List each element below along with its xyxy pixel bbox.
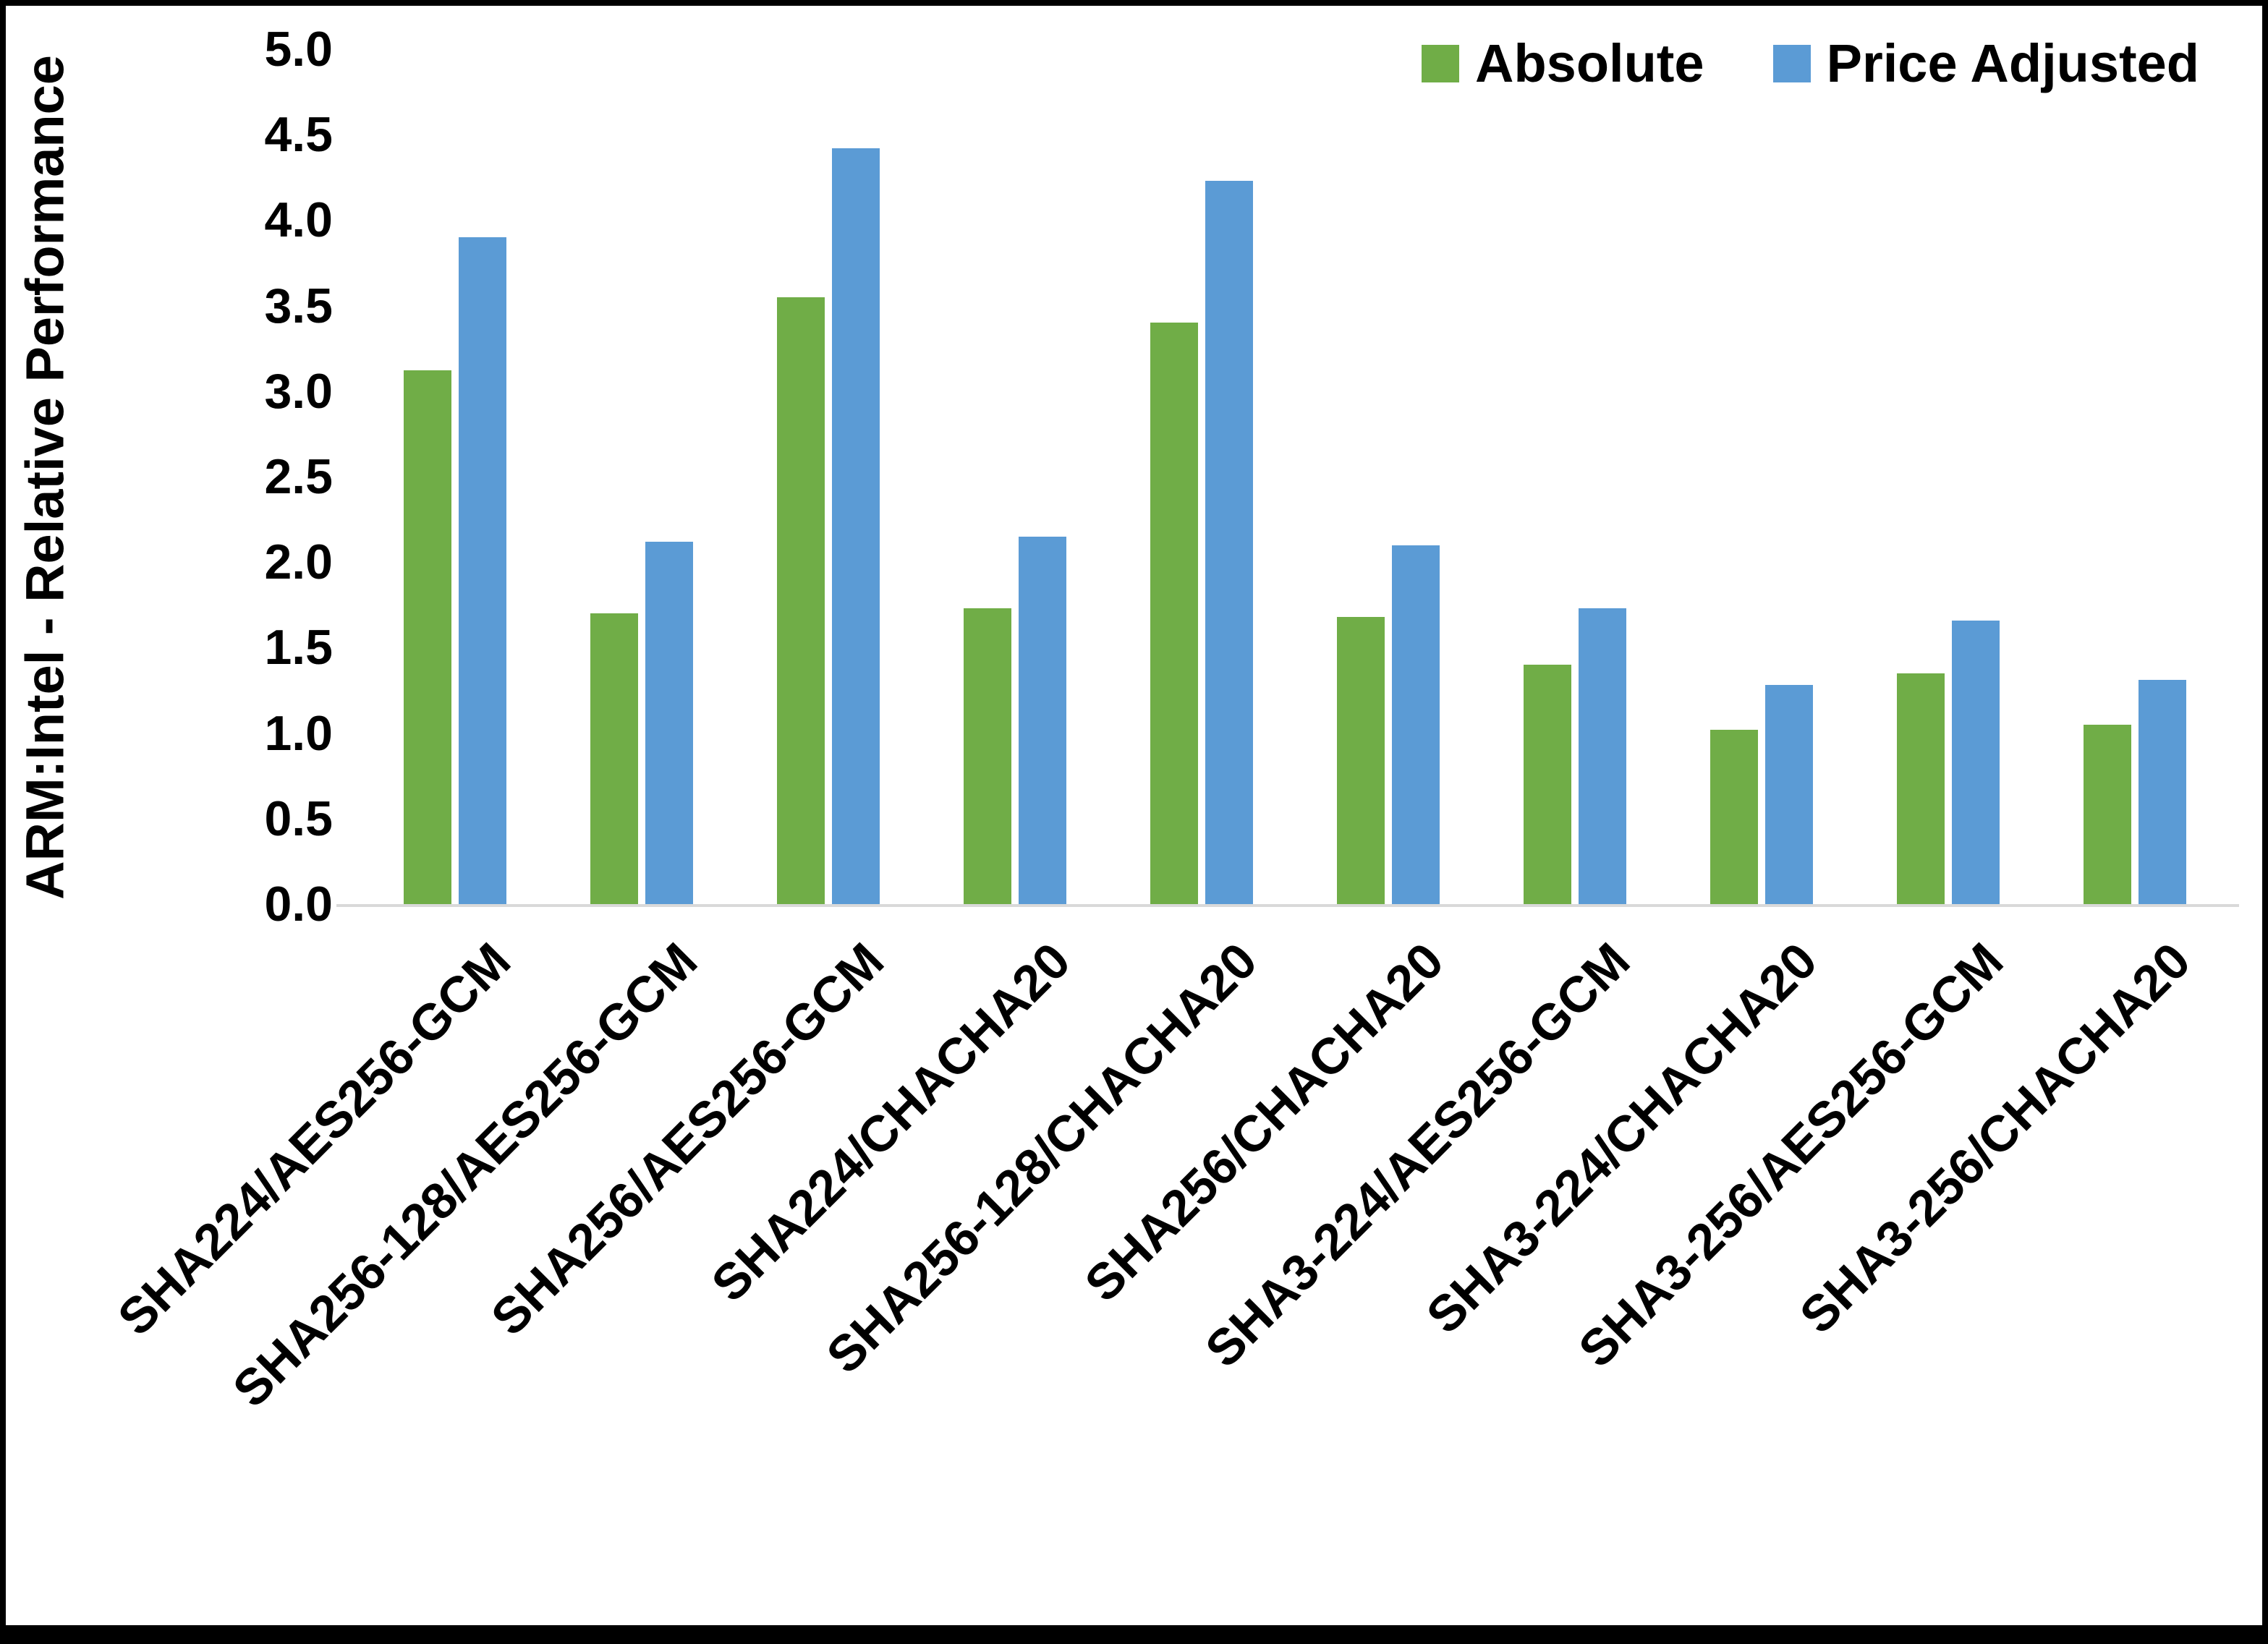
y-tick-label: 3.0: [264, 363, 333, 419]
bar-price-adjusted: [1952, 620, 2000, 904]
bar-absolute: [1150, 323, 1198, 904]
bar-price-adjusted: [459, 237, 506, 904]
bar-price-adjusted: [1019, 536, 1066, 904]
bar-price-adjusted: [1579, 608, 1626, 904]
legend-item: Absolute: [1422, 33, 1704, 94]
x-category-label: SHA224/CHACHA20: [700, 932, 1081, 1313]
y-tick-label: 3.5: [264, 278, 333, 333]
y-tick-label: 1.5: [264, 620, 333, 676]
x-category-label: SHA3-256/CHACHA20: [1788, 932, 2201, 1345]
y-tick-label: 0.5: [264, 791, 333, 846]
y-tick-label: 2.0: [264, 534, 333, 590]
y-tick-label: 2.5: [264, 449, 333, 504]
y-tick-label: 4.5: [264, 107, 333, 163]
legend-item: Price Adjusted: [1772, 33, 2199, 94]
legend-swatch-absolute: [1422, 44, 1460, 82]
y-tick-label: 5.0: [264, 22, 333, 77]
y-tick-label: 1.0: [264, 705, 333, 761]
legend: Absolute Price Adjusted: [1422, 33, 2199, 94]
bar-absolute: [964, 608, 1011, 904]
legend-label: Absolute: [1475, 33, 1704, 93]
bar-absolute: [1710, 729, 1758, 904]
legend-label: Price Adjusted: [1826, 33, 2199, 93]
bar-absolute: [1524, 665, 1571, 904]
bar-absolute: [590, 613, 638, 904]
bar-absolute: [404, 370, 451, 904]
bar-price-adjusted: [1765, 685, 1813, 904]
bar-absolute: [777, 297, 825, 904]
x-category-label: SHA256/CHACHA20: [1074, 932, 1454, 1313]
x-axis-line: [336, 904, 2239, 907]
bar-price-adjusted: [645, 541, 693, 904]
bar-price-adjusted: [832, 148, 880, 904]
bar-price-adjusted: [2139, 680, 2186, 904]
legend-swatch-price-adjusted: [1772, 44, 1811, 82]
y-tick-label: 0.0: [264, 877, 333, 932]
y-axis-title: ARM:Intel - Relative Performance: [14, 55, 75, 900]
bar-absolute: [1897, 673, 1945, 904]
bar-absolute: [2084, 724, 2131, 904]
y-tick-label: 4.0: [264, 192, 333, 248]
bar-absolute: [1337, 616, 1385, 904]
bar-price-adjusted: [1392, 545, 1440, 904]
bar-price-adjusted: [1205, 181, 1253, 904]
